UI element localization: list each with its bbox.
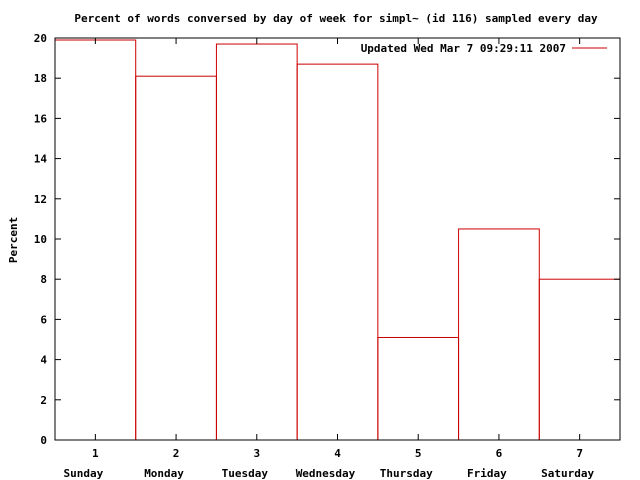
x-axis-ticks: 1 Sunday 2 Monday 3 Tuesday 4 Wednesday 5 Thursda…	[63, 38, 595, 480]
bar-sunday	[54, 39, 137, 441]
x-tick-label: 7	[576, 447, 583, 460]
x-tick-label: 1	[92, 447, 99, 460]
x-category-label: Sunday	[63, 467, 103, 480]
y-tick-label: 12	[34, 193, 47, 206]
bars-group	[54, 39, 621, 441]
y-tick-label: 8	[40, 273, 47, 286]
y-tick-label: 0	[40, 434, 47, 447]
y-tick-label: 4	[40, 354, 47, 367]
x-tick-label: 2	[173, 447, 180, 460]
x-category-label: Thursday	[380, 467, 433, 480]
bar-wednesday	[296, 63, 379, 441]
chart-title: Percent of words conversed by day of wee…	[74, 12, 598, 25]
plot-frame	[54, 37, 621, 441]
x-tick-label: 6	[496, 447, 503, 460]
x-category-label: Tuesday	[222, 467, 269, 480]
bar-thursday	[377, 336, 460, 441]
x-category-label: Saturday	[541, 467, 594, 480]
y-tick-label: 14	[34, 153, 48, 166]
y-tick-label: 2	[40, 394, 47, 407]
y-tick-label: 6	[40, 313, 47, 326]
bar-tuesday	[215, 43, 298, 441]
bar-monday	[135, 75, 217, 441]
legend-label: Updated Wed Mar 7 09:29:11 2007	[361, 42, 566, 55]
legend: Updated Wed Mar 7 09:29:11 2007	[361, 42, 607, 55]
x-category-label: Friday	[467, 467, 507, 480]
x-tick-label: 3	[253, 447, 260, 460]
y-axis-label: Percent	[7, 217, 20, 263]
bar-saturday	[538, 278, 621, 441]
y-axis-ticks: 0 2 4 6 8 10 12 14 16 18 20	[34, 32, 620, 447]
y-tick-label: 20	[34, 32, 47, 45]
x-category-label: Monday	[144, 467, 184, 480]
x-category-label: Wednesday	[296, 467, 356, 480]
y-tick-label: 18	[34, 72, 47, 85]
y-tick-label: 10	[34, 233, 47, 246]
y-tick-label: 16	[34, 112, 48, 125]
x-tick-label: 4	[334, 447, 341, 460]
bar-friday	[458, 228, 540, 441]
x-tick-label: 5	[415, 447, 422, 460]
